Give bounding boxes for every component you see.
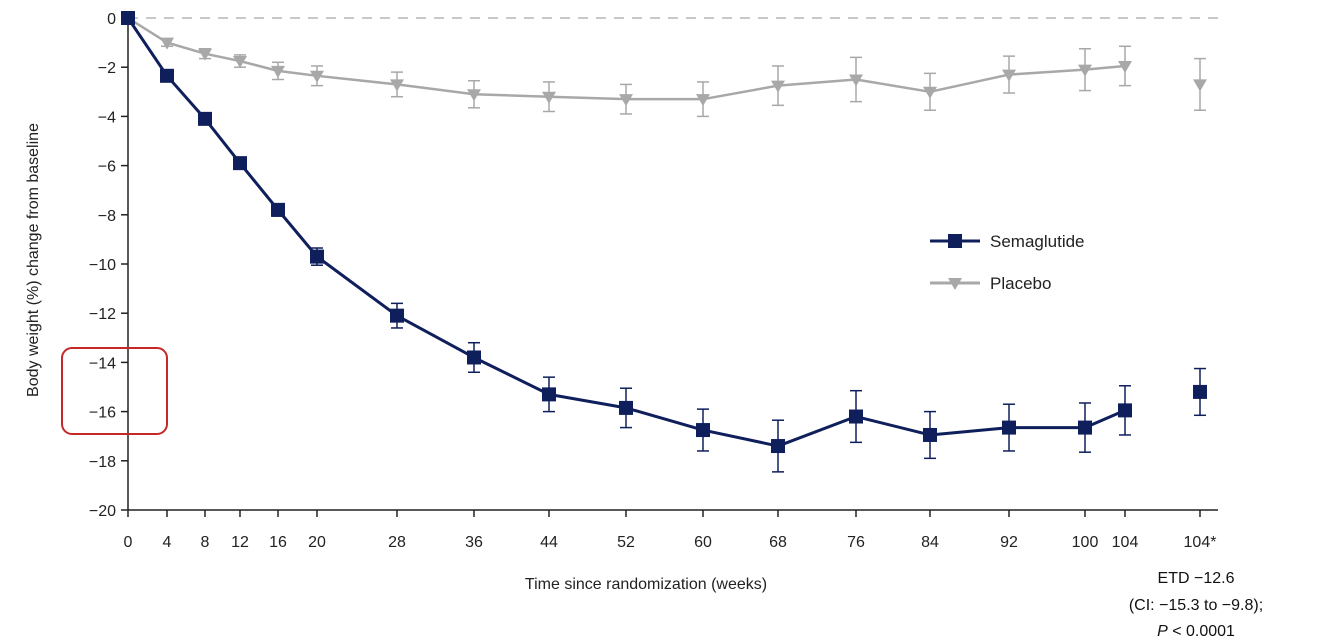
placebo-point — [467, 89, 481, 102]
x-tick-label: 44 — [540, 534, 558, 551]
semaglutide-point — [121, 11, 135, 25]
y-tick-label: −10 — [89, 257, 116, 274]
x-tick-label: 60 — [694, 534, 712, 551]
placebo-point — [696, 94, 710, 107]
y-tick-label: −4 — [98, 109, 116, 126]
legend-semaglutide-marker — [948, 234, 962, 248]
etd-annotation: ETD −12.6 (CI: −15.3 to −9.8); P < 0.000… — [1129, 570, 1263, 640]
semaglutide-point — [849, 409, 863, 424]
placebo-point — [1078, 64, 1092, 77]
placebo-point — [271, 65, 285, 78]
placebo-point — [1118, 60, 1132, 73]
semaglutide-point — [542, 387, 556, 402]
x-tick-label: 52 — [617, 534, 635, 551]
placebo-endpoint-point — [1193, 79, 1207, 92]
y-ticks: 0 −2 −4 −6 −8 −10 −12 −14 −16 −18 −20 — [89, 11, 128, 520]
highlight-callout-box — [61, 347, 168, 435]
etd-line-2: (CI: −15.3 to −9.8); — [1129, 597, 1263, 614]
semaglutide-point — [390, 308, 404, 323]
x-tick-label: 100 — [1072, 534, 1099, 551]
placebo-point — [310, 70, 324, 83]
semaglutide-point — [198, 111, 212, 126]
semaglutide-point — [1078, 420, 1092, 435]
etd-line-3: P < 0.0001 — [1157, 623, 1235, 640]
x-tick-label: 12 — [231, 534, 249, 551]
x-tick-label: 104 — [1112, 534, 1139, 551]
x-tick-label: 84 — [921, 534, 939, 551]
semaglutide-point — [467, 350, 481, 365]
legend-semaglutide-label: Semaglutide — [990, 232, 1085, 251]
axes — [127, 18, 1218, 511]
etd-line-1: ETD −12.6 — [1158, 570, 1235, 587]
x-tick-label: 92 — [1000, 534, 1018, 551]
semaglutide-point — [771, 439, 785, 454]
semaglutide-point — [923, 427, 937, 442]
x-tick-label: 0 — [124, 534, 133, 551]
legend-placebo-marker — [948, 278, 962, 290]
x-tick-label: 16 — [269, 534, 287, 551]
semaglutide-endpoint-point — [1193, 384, 1207, 399]
y-tick-label: −14 — [89, 355, 116, 372]
placebo-point — [771, 80, 785, 93]
y-tick-label: −12 — [89, 306, 116, 323]
y-tick-label: −16 — [89, 405, 116, 422]
semaglutide-point — [271, 202, 285, 217]
x-axis-title: Time since randomization (weeks) — [525, 576, 767, 593]
x-tick-label: 20 — [308, 534, 326, 551]
x-tick-label: 28 — [388, 534, 406, 551]
placebo-point — [1002, 69, 1016, 82]
semaglutide-point — [1118, 403, 1132, 418]
x-tick-label: 76 — [847, 534, 865, 551]
x-tick-label: 104* — [1184, 534, 1217, 551]
x-ticks: 0 4 8 12 16 20 28 36 44 52 60 68 76 84 92 100 104 104* — [124, 510, 1217, 551]
x-tick-label: 4 — [163, 534, 172, 551]
x-tick-label: 36 — [465, 534, 483, 551]
placebo-point — [849, 74, 863, 87]
placebo-point — [542, 91, 556, 104]
placebo-point — [198, 48, 212, 61]
placebo-point — [160, 37, 174, 50]
semaglutide-point — [233, 156, 247, 171]
y-tick-label: 0 — [107, 11, 116, 28]
y-tick-label: −8 — [98, 208, 116, 225]
semaglutide-point — [310, 249, 324, 264]
semaglutide-point — [696, 423, 710, 438]
placebo-point — [619, 94, 633, 107]
p-symbol: P — [1157, 623, 1168, 640]
semaglutide-point — [619, 400, 633, 415]
placebo-point — [390, 79, 404, 92]
series — [121, 11, 1207, 473]
x-tick-label: 8 — [201, 534, 210, 551]
placebo-point — [233, 56, 247, 69]
y-axis-title: Body weight (%) change from baseline — [25, 123, 42, 397]
placebo-point — [923, 86, 937, 99]
y-tick-label: −18 — [89, 454, 116, 471]
legend: Semaglutide Placebo — [930, 232, 1085, 293]
semaglutide-point — [160, 68, 174, 83]
y-tick-label: −2 — [98, 60, 116, 77]
p-value: < 0.0001 — [1168, 623, 1235, 640]
legend-placebo-label: Placebo — [990, 274, 1051, 293]
y-tick-label: −20 — [89, 503, 116, 520]
semaglutide-point — [1002, 420, 1016, 435]
x-tick-label: 68 — [769, 534, 787, 551]
y-tick-label: −6 — [98, 159, 116, 176]
